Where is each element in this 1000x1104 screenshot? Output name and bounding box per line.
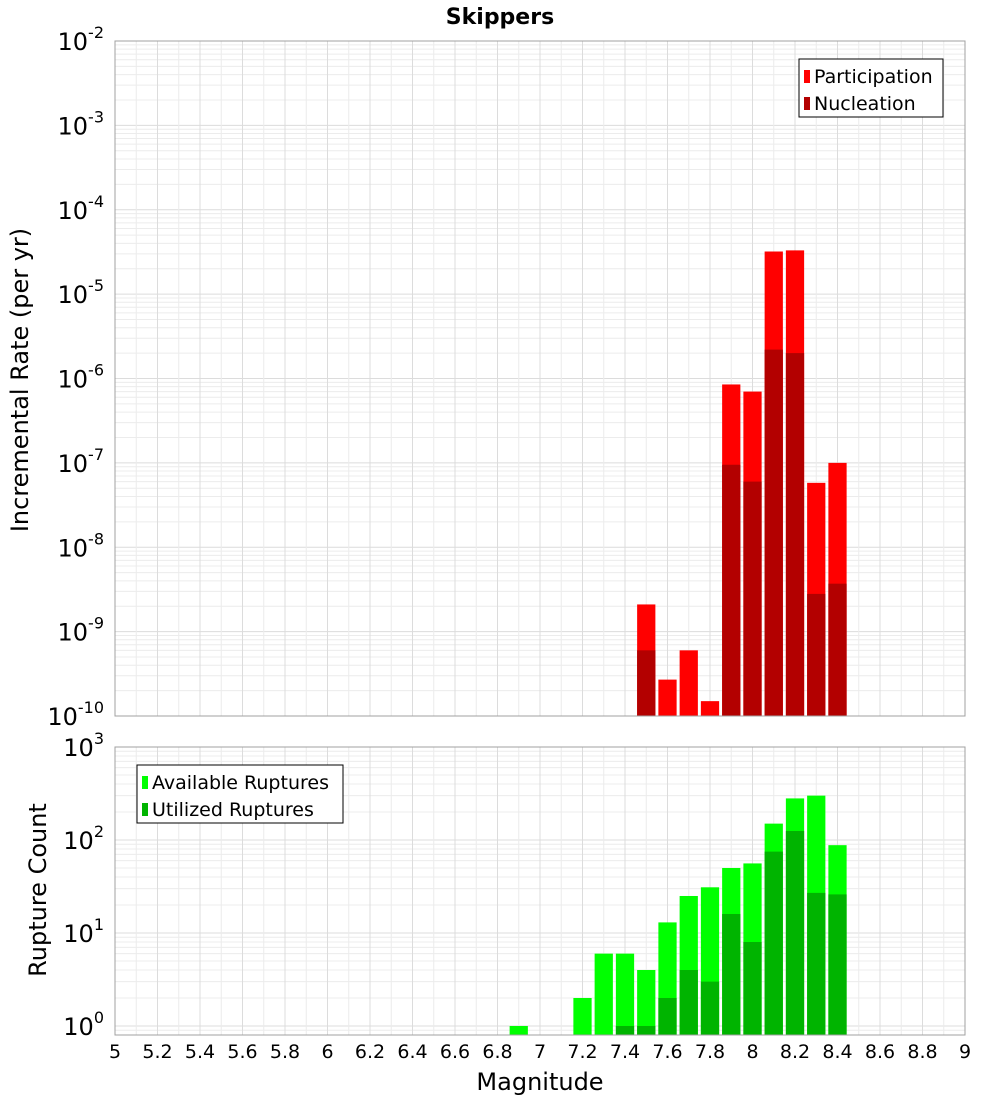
bottom-plot-frame [114,746,966,1036]
bottom-bar-utilized-ruptures [722,914,741,1035]
top-bar-participation [658,679,677,716]
x-tick-label: 7 [534,1041,546,1063]
bottom-y-tick-label: 102 [63,822,104,855]
bottom-y-axis-label: Rupture Count [24,803,52,977]
top-y-tick-label: 10-5 [58,276,105,309]
x-tick-label: 8.2 [780,1041,810,1063]
chart-title: Skippers [446,5,554,30]
bottom-bar-utilized-ruptures [700,981,720,1035]
x-tick-label: 5.6 [227,1041,257,1063]
x-tick-label: 5 [109,1041,121,1063]
top-bar-participation [679,650,698,716]
top-panel: 10-10 10-9 10-8 10-7 10-6 10-5 10-4 10-3 10-2 Par… [47,23,966,731]
top-y-tick-label: 10-9 [58,614,105,647]
bottom-bar-available-ruptures [573,997,592,1035]
x-tick-label: 6.4 [397,1041,427,1063]
top-bar-nucleation [764,349,783,716]
top-bar-nucleation [743,481,762,716]
bottom-legend: Available Ruptures Utilized Ruptures [136,764,344,824]
x-axis-label: Magnitude [476,1068,603,1096]
top-y-tick-label: 10-6 [58,361,105,394]
x-tick-label: 6.6 [440,1041,470,1063]
x-tick-label: 7.6 [652,1041,682,1063]
bottom-legend-label: Available Ruptures [152,772,329,794]
bottom-bar-available-ruptures [615,953,635,1035]
top-legend-label: Participation [814,66,933,88]
top-legend-swatch [804,70,810,83]
x-tick-label: 5.4 [185,1041,215,1063]
bottom-bar-utilized-ruptures [679,969,698,1035]
x-tick-label: 6.2 [355,1041,385,1063]
x-tick-label: 7.8 [695,1041,725,1063]
top-y-tick-label: 10-8 [58,529,105,562]
bottom-bar-available-ruptures [637,969,656,1035]
x-tick-label: 8.6 [865,1041,895,1063]
bottom-bar-utilized-ruptures [615,1025,635,1035]
x-tick-label: 6 [321,1041,333,1063]
top-bar-nucleation [828,583,847,716]
top-y-axis-label: Incremental Rate (per yr) [6,228,34,532]
top-plot-frame [114,40,966,717]
top-legend-swatch [804,97,810,110]
bottom-bar-available-ruptures [594,953,613,1035]
top-legend-label: Nucleation [814,93,916,115]
x-tick-label: 7.2 [567,1041,597,1063]
bottom-legend-box [136,764,344,824]
top-bar-nucleation [637,650,656,716]
bottom-legend-label: Utilized Ruptures [152,799,314,821]
bottom-legend-swatch [142,776,148,789]
x-tick-label: 8.4 [822,1041,852,1063]
bottom-bar-utilized-ruptures [743,942,762,1035]
bottom-bar-utilized-ruptures [637,1025,656,1035]
x-tick-label: 6.8 [482,1041,512,1063]
top-y-tick-label: 10-7 [58,445,105,478]
x-tick-label: 5.2 [142,1041,172,1063]
top-bar-participation [700,701,720,716]
bottom-bar-utilized-ruptures [807,892,826,1035]
bottom-bar-utilized-ruptures [785,830,805,1035]
bottom-y-tick-label: 101 [63,915,104,948]
top-y-tick-label: 10-10 [47,698,104,731]
bottom-bar-utilized-ruptures [764,851,783,1035]
bottom-y-tick-label: 103 [63,729,104,762]
top-y-tick-label: 10-3 [58,107,105,140]
top-y-tick-label: 10-4 [58,192,105,225]
bottom-y-tick-label: 100 [63,1008,104,1041]
bottom-bar-utilized-ruptures [828,894,847,1035]
x-tick-label: 8.8 [907,1041,937,1063]
top-y-tick-label: 10-2 [58,23,105,56]
bottom-bar-available-ruptures [509,1025,528,1035]
x-tick-label: 9 [959,1041,971,1063]
x-tick-label: 7.4 [610,1041,640,1063]
x-tick-label: 5.8 [270,1041,300,1063]
top-bar-nucleation [807,593,826,716]
top-legend: Participation Nucleation [798,58,944,118]
top-bar-nucleation [722,464,741,716]
top-legend-box [798,58,944,118]
x-tick-label: 8 [746,1041,758,1063]
top-bar-nucleation [785,353,805,716]
bottom-bar-utilized-ruptures [658,997,677,1035]
bottom-legend-swatch [142,803,148,816]
